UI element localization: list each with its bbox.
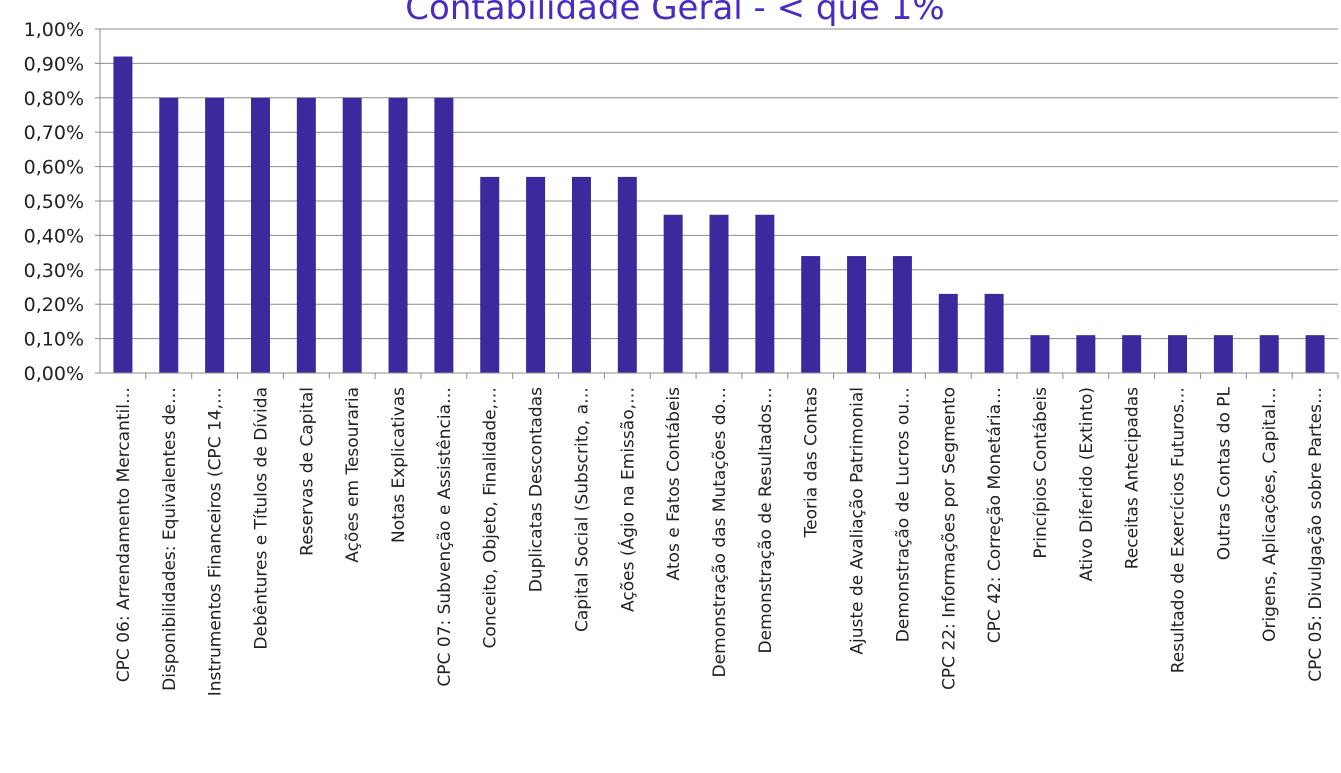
- y-tick-label: 0,70%: [24, 122, 84, 144]
- x-tick-label: Conceito, Objeto, Finalidade,…: [481, 387, 501, 648]
- y-tick-label: 0,60%: [24, 157, 84, 179]
- x-tick-label: Teoria das Contas: [802, 387, 822, 538]
- x-tick-label: Reservas de Capital: [297, 387, 317, 556]
- y-tick-label: 0,80%: [24, 88, 84, 110]
- bar: [938, 293, 958, 373]
- bar: [1030, 335, 1050, 373]
- x-tick-label: Ações em Tesouraria: [343, 387, 363, 563]
- x-tick-label: Duplicatas Descontadas: [527, 387, 547, 592]
- y-tick-label: 0,30%: [24, 260, 84, 282]
- x-tick-label: Ações (Ágio na Emissão,…: [616, 387, 638, 612]
- x-tick-label: Instrumentos Financeiros (CPC 14,…: [206, 387, 226, 696]
- bar: [250, 97, 270, 374]
- bar: [480, 176, 500, 373]
- x-tick-label: Princípios Contábeis: [1031, 387, 1051, 559]
- x-tick-label: CPC 07: Subvenção e Assistência…: [435, 387, 455, 687]
- chart-title: Contabilidade Geral - < que 1%: [405, 0, 944, 28]
- x-tick-label: Notas Explicativas: [389, 387, 409, 543]
- bar: [892, 256, 912, 373]
- x-tick-label: Ajuste de Avaliação Patrimonial: [848, 387, 868, 655]
- x-tick-label: Demonstração de Lucros ou…: [893, 387, 913, 642]
- y-tick-label: 0,20%: [24, 294, 84, 316]
- x-tick-label: Origens, Aplicações, Capital…: [1260, 387, 1280, 642]
- y-tick-label: 1,00%: [24, 19, 84, 41]
- y-tick-label: 0,00%: [24, 363, 84, 385]
- x-tick-label: CPC 22: Informações por Segmento: [939, 387, 959, 690]
- x-tick-label: CPC 06: Arrendamento Mercantil…: [114, 387, 134, 682]
- bar: [296, 97, 316, 374]
- bar: [526, 176, 546, 373]
- bar: [617, 176, 637, 373]
- bar: [755, 214, 775, 373]
- x-tick-label: Atos e Fatos Contábeis: [664, 387, 684, 581]
- y-tick-label: 0,40%: [24, 225, 84, 247]
- bar: [571, 176, 591, 373]
- bar: [1305, 335, 1325, 373]
- bar: [388, 97, 408, 374]
- x-tick-label: Demonstração de Resultados…: [756, 387, 776, 653]
- bar: [801, 256, 821, 373]
- bar: [434, 97, 454, 374]
- x-tick-label: Outras Contas do PL: [1214, 386, 1234, 560]
- bar: [709, 214, 729, 373]
- x-tick-label: Ativo Diferido (Extinto): [1077, 387, 1097, 581]
- bar: [342, 97, 362, 374]
- x-tick-label: CPC 05: Divulgação sobre Partes…: [1306, 387, 1326, 682]
- y-tick-label: 0,10%: [24, 329, 84, 351]
- bar: [113, 56, 133, 374]
- bars: [113, 56, 1325, 374]
- bar: [1213, 335, 1233, 373]
- x-tick-label: Debêntures e Títulos de Dívida: [251, 387, 271, 650]
- x-tick-label: CPC 42: Correção Monetária…: [985, 387, 1005, 643]
- x-tick-label: Disponibilidades: Equivalentes de…: [160, 387, 180, 691]
- bar: [847, 256, 867, 373]
- bar: [663, 214, 683, 373]
- y-axis-ticks: 0,00% 0,10% 0,20% 0,30% 0,40% 0,50% 0,60% 0,70%…: [24, 19, 101, 385]
- x-axis-ticks: CPC 06: Arrendamento Mercantil… Disponibi…: [114, 373, 1339, 696]
- bar: [159, 97, 179, 374]
- y-tick-label: 0,50%: [24, 191, 84, 213]
- y-tick-label: 0,90%: [24, 53, 84, 75]
- bar: [1259, 335, 1279, 373]
- bar: [1122, 335, 1142, 373]
- x-tick-label: Resultado de Exercícios Futuros…: [1169, 387, 1189, 673]
- bar: [984, 293, 1004, 373]
- bar: [205, 97, 225, 374]
- x-tick-label: Capital Social (Subscrito, a…: [572, 387, 592, 632]
- x-tick-label: Receitas Antecipadas: [1123, 387, 1143, 569]
- bar: [1076, 335, 1096, 373]
- bar: [1168, 335, 1188, 373]
- x-tick-label: Demonstração das Mutações do…: [710, 387, 730, 677]
